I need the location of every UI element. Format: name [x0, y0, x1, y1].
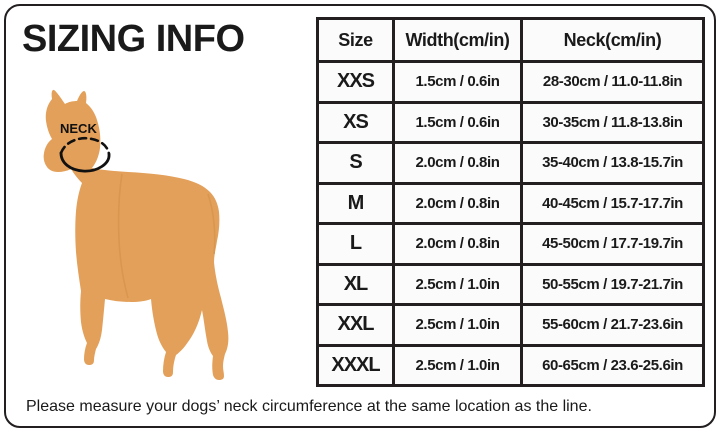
table-row: S 2.0cm / 0.8in 35-40cm / 13.8-15.7in — [316, 141, 705, 185]
left-panel: SIZING INFO NECK — [0, 0, 310, 390]
cell-width: 2.0cm / 0.8in — [392, 141, 523, 185]
cell-width: 2.0cm / 0.8in — [392, 222, 523, 266]
cell-width: 1.5cm / 0.6in — [392, 100, 523, 144]
column-header-neck: Neck(cm/in) — [520, 17, 705, 63]
table-row: M 2.0cm / 0.8in 40-45cm / 15.7-17.7in — [316, 181, 705, 225]
cell-size: L — [316, 222, 395, 266]
size-table-body: XXS 1.5cm / 0.6in 28-30cm / 11.0-11.8in … — [316, 60, 705, 387]
size-table-container: Size Width(cm/in) Neck(cm/in) XXS 1.5cm … — [316, 17, 705, 387]
table-row: XXS 1.5cm / 0.6in 28-30cm / 11.0-11.8in — [316, 60, 705, 104]
neck-measure-ellipse — [59, 136, 111, 173]
cell-neck: 35-40cm / 13.8-15.7in — [520, 141, 705, 185]
page-title: SIZING INFO — [22, 18, 245, 60]
dog-illustration: NECK — [18, 82, 258, 382]
table-row: XXXL 2.5cm / 1.0in 60-65cm / 23.6-25.6in — [316, 343, 705, 387]
cell-size: S — [316, 141, 395, 185]
cell-size: M — [316, 181, 395, 225]
table-row: L 2.0cm / 0.8in 45-50cm / 17.7-19.7in — [316, 222, 705, 266]
size-table: Size Width(cm/in) Neck(cm/in) XXS 1.5cm … — [316, 17, 705, 387]
cell-neck: 28-30cm / 11.0-11.8in — [520, 60, 705, 104]
cell-neck: 40-45cm / 15.7-17.7in — [520, 181, 705, 225]
column-header-width: Width(cm/in) — [392, 17, 523, 63]
size-table-header: Size Width(cm/in) Neck(cm/in) — [316, 17, 705, 63]
cell-size: XL — [316, 262, 395, 306]
dog-body-shape — [43, 89, 229, 380]
cell-size: XXS — [316, 60, 395, 104]
cell-width: 1.5cm / 0.6in — [392, 60, 523, 104]
cell-neck: 50-55cm / 19.7-21.7in — [520, 262, 705, 306]
cell-neck: 45-50cm / 17.7-19.7in — [520, 222, 705, 266]
table-row: XXL 2.5cm / 1.0in 55-60cm / 21.7-23.6in — [316, 303, 705, 347]
measurement-instruction: Please measure your dogs’ neck circumfer… — [26, 398, 592, 415]
cell-size: XS — [316, 100, 395, 144]
cell-width: 2.5cm / 1.0in — [392, 303, 523, 347]
cell-neck: 55-60cm / 21.7-23.6in — [520, 303, 705, 347]
cell-size: XXXL — [316, 343, 395, 387]
column-header-size: Size — [316, 17, 395, 63]
neck-label: NECK — [60, 121, 97, 136]
cell-neck: 60-65cm / 23.6-25.6in — [520, 343, 705, 387]
table-row: XL 2.5cm / 1.0in 50-55cm / 19.7-21.7in — [316, 262, 705, 306]
cell-width: 2.5cm / 1.0in — [392, 343, 523, 387]
cell-neck: 30-35cm / 11.8-13.8in — [520, 100, 705, 144]
cell-width: 2.0cm / 0.8in — [392, 181, 523, 225]
table-row: XS 1.5cm / 0.6in 30-35cm / 11.8-13.8in — [316, 100, 705, 144]
cell-size: XXL — [316, 303, 395, 347]
cell-width: 2.5cm / 1.0in — [392, 262, 523, 306]
table-header-row: Size Width(cm/in) Neck(cm/in) — [316, 17, 705, 63]
